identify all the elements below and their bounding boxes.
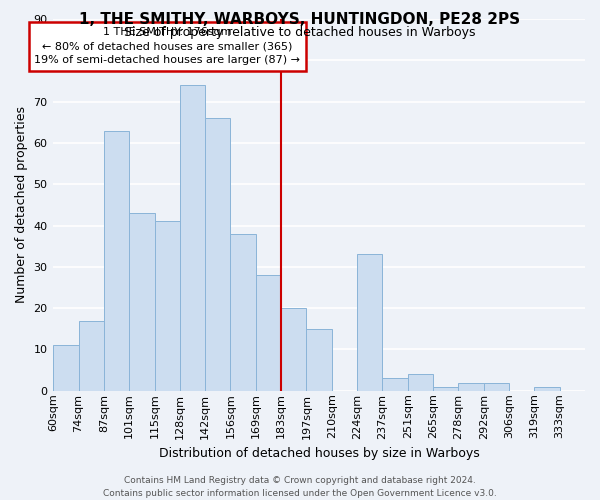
Text: 1 THE SMITHY: 176sqm
← 80% of detached houses are smaller (365)
19% of semi-deta: 1 THE SMITHY: 176sqm ← 80% of detached h… — [34, 28, 300, 66]
Bar — [104, 130, 129, 391]
Bar — [458, 382, 484, 391]
Bar — [535, 386, 560, 391]
Bar — [484, 382, 509, 391]
Bar — [307, 329, 332, 391]
Bar — [79, 320, 104, 391]
Bar — [256, 275, 281, 391]
Bar — [433, 386, 458, 391]
Text: 1, THE SMITHY, WARBOYS, HUNTINGDON, PE28 2PS: 1, THE SMITHY, WARBOYS, HUNTINGDON, PE28… — [79, 12, 521, 28]
Bar — [205, 118, 230, 391]
Bar — [53, 346, 79, 391]
Bar — [357, 254, 382, 391]
Bar — [408, 374, 433, 391]
Bar — [281, 308, 307, 391]
Text: Size of property relative to detached houses in Warboys: Size of property relative to detached ho… — [124, 26, 476, 39]
Bar — [155, 222, 180, 391]
X-axis label: Distribution of detached houses by size in Warboys: Distribution of detached houses by size … — [159, 447, 479, 460]
Text: Contains HM Land Registry data © Crown copyright and database right 2024.
Contai: Contains HM Land Registry data © Crown c… — [103, 476, 497, 498]
Bar — [382, 378, 408, 391]
Bar — [230, 234, 256, 391]
Y-axis label: Number of detached properties: Number of detached properties — [15, 106, 28, 304]
Bar — [129, 213, 155, 391]
Bar — [180, 85, 205, 391]
